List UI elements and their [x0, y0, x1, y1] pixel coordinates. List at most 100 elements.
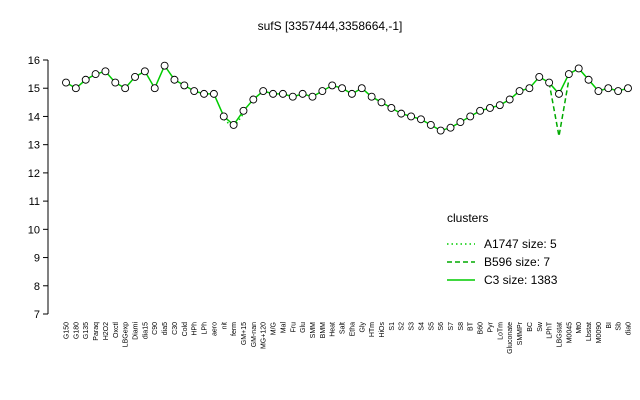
data-point	[584, 75, 593, 84]
data-point	[486, 104, 494, 112]
x-tick-label: Mt0	[576, 322, 583, 334]
data-point	[426, 120, 435, 129]
y-tick-label: 14	[28, 111, 40, 123]
x-tick-label: C30	[172, 322, 179, 335]
x-tick-label: S4	[418, 322, 425, 331]
legend: clusters A1747 size: 5 B596 size: 7 C3 siz…	[447, 211, 558, 287]
data-point	[624, 84, 632, 93]
x-tick-label: Gly	[359, 322, 366, 333]
y-tick-label: 13	[28, 140, 40, 152]
data-point	[377, 98, 386, 107]
x-tick-label: H2O2	[103, 322, 110, 340]
y-tick-label: 10	[28, 224, 40, 236]
data-point	[347, 89, 356, 98]
chart-title: sufS [3357444,3358664,-1]	[258, 19, 403, 33]
data-point	[555, 89, 563, 98]
data-point	[111, 78, 120, 87]
data-point	[594, 87, 603, 95]
x-tick-label: HPh	[192, 322, 199, 336]
x-tick-label: GM+15	[241, 322, 248, 345]
data-point	[456, 118, 465, 127]
x-tick-label: dia15	[142, 322, 149, 339]
y-tick-label: 8	[34, 281, 40, 293]
x-tick-label: LBGexp	[123, 322, 130, 347]
x-tick-label: Sw	[537, 321, 544, 332]
data-point	[209, 89, 218, 98]
x-tick-label: LPh	[202, 322, 209, 335]
data-point	[180, 81, 189, 90]
data-point	[357, 84, 366, 93]
data-point	[476, 106, 485, 115]
x-tick-label: Heat	[330, 322, 337, 337]
x-tick-label: S5	[428, 322, 435, 331]
x-tick-label: Gluconate	[507, 322, 514, 354]
x-tick-label: Cold	[182, 322, 189, 337]
x-tick-label: S2	[399, 322, 406, 331]
y-tick-label: 16	[28, 55, 40, 67]
y-tick-label: 15	[28, 83, 40, 95]
data-point	[140, 67, 149, 76]
legend-title: clusters	[447, 211, 488, 225]
data-point	[495, 101, 504, 110]
data-point	[91, 70, 100, 79]
data-point	[131, 72, 139, 81]
series-line	[65, 64, 629, 132]
data-point	[229, 120, 238, 129]
data-point	[219, 112, 228, 121]
x-tick-label: G150	[64, 322, 71, 339]
y-tick-label: 12	[28, 168, 40, 180]
x-tick-label: ferm	[231, 322, 238, 336]
data-point	[239, 106, 248, 115]
x-tick-label: Oxctl	[113, 322, 120, 338]
x-tick-label: dia5	[162, 322, 169, 335]
data-point	[298, 89, 307, 98]
data-point	[505, 95, 514, 104]
data-point	[397, 109, 406, 118]
data-point	[170, 75, 179, 84]
x-tick-label: M0045	[566, 322, 573, 344]
data-point	[308, 92, 317, 101]
x-tick-label: HTm	[369, 322, 376, 337]
x-tick-label: G180	[73, 322, 80, 339]
x-tick-label: C90	[152, 322, 159, 335]
data-point	[259, 87, 268, 95]
x-tick-label: HiOs	[379, 322, 386, 338]
data-point	[564, 70, 573, 79]
x-tick-label: aero	[211, 322, 218, 336]
x-tick-label: S1	[389, 322, 396, 331]
data-point	[249, 95, 258, 104]
data-point	[446, 123, 455, 132]
x-tick-label: G135	[83, 322, 90, 339]
series-line	[548, 79, 570, 137]
data-point	[62, 78, 70, 87]
data-point	[269, 89, 278, 98]
x-tick-label: LoTm	[497, 322, 504, 340]
x-tick-label: Lbstat	[586, 322, 593, 341]
data-point	[328, 81, 337, 90]
data-point	[574, 64, 583, 73]
x-tick-label: BC	[527, 322, 534, 332]
data-point	[367, 92, 376, 101]
x-tick-label: Mal	[280, 322, 287, 334]
x-tick-label: S6	[438, 322, 445, 331]
x-tick-label: Fru	[290, 322, 297, 333]
x-tick-label: Glu	[300, 322, 307, 333]
legend-label: C3 size: 1383	[484, 273, 558, 287]
data-point	[525, 84, 534, 93]
x-tick-label: GM-nan	[251, 322, 258, 347]
data-point	[101, 67, 110, 76]
x-tick-label: S8	[458, 322, 465, 331]
data-point	[604, 84, 613, 93]
data-point	[71, 84, 80, 93]
data-point	[160, 61, 169, 70]
x-tick-label: LBGstat	[556, 322, 563, 347]
x-tick-label: LPhT	[547, 321, 554, 338]
data-point	[190, 87, 199, 95]
data-point	[200, 89, 208, 98]
x-tick-label: M0090	[596, 322, 603, 344]
x-tick-label: S3	[409, 322, 416, 331]
x-tick-label: nit	[221, 322, 228, 329]
data-point	[515, 87, 524, 95]
x-tick-label: MG+120	[261, 322, 268, 349]
